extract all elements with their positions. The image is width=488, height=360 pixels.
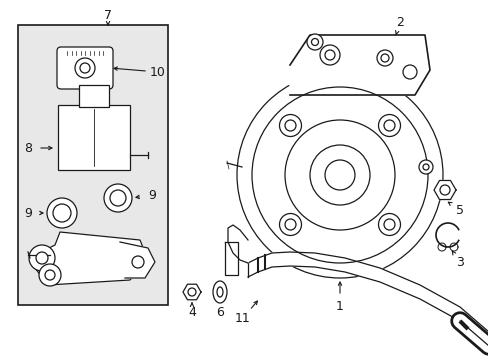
Text: 8: 8 [24, 141, 32, 154]
Text: 3: 3 [455, 256, 463, 269]
Text: 9: 9 [148, 189, 156, 202]
Circle shape [422, 164, 428, 170]
Circle shape [285, 219, 295, 230]
Ellipse shape [213, 281, 226, 303]
Text: 11: 11 [235, 311, 250, 324]
Circle shape [53, 204, 71, 222]
Circle shape [383, 219, 394, 230]
Circle shape [80, 63, 90, 73]
Text: 2: 2 [395, 15, 403, 28]
Circle shape [306, 34, 323, 50]
Text: 9: 9 [24, 207, 32, 220]
Circle shape [418, 160, 432, 174]
Text: 10: 10 [150, 66, 165, 78]
Polygon shape [35, 232, 148, 285]
Polygon shape [247, 252, 488, 346]
Circle shape [29, 245, 55, 271]
Circle shape [237, 72, 442, 278]
Circle shape [187, 288, 196, 296]
Circle shape [376, 50, 392, 66]
Bar [79, 85, 109, 107]
Circle shape [251, 87, 427, 263]
Polygon shape [120, 242, 155, 278]
Circle shape [45, 270, 55, 280]
Circle shape [132, 256, 143, 268]
Circle shape [325, 50, 334, 60]
Circle shape [75, 58, 95, 78]
Circle shape [378, 213, 400, 235]
Circle shape [380, 54, 388, 62]
Polygon shape [183, 284, 201, 300]
Circle shape [383, 120, 394, 131]
Polygon shape [433, 180, 455, 199]
Text: 7: 7 [104, 9, 112, 22]
Circle shape [39, 264, 61, 286]
Bar [58, 105, 130, 170]
Polygon shape [289, 35, 429, 95]
Circle shape [325, 160, 354, 190]
Circle shape [378, 114, 400, 136]
Circle shape [402, 65, 416, 79]
Circle shape [36, 252, 48, 264]
FancyBboxPatch shape [57, 47, 113, 89]
Text: 1: 1 [335, 300, 343, 312]
Circle shape [311, 39, 318, 45]
Text: 4: 4 [188, 306, 196, 320]
Circle shape [110, 190, 126, 206]
Circle shape [47, 198, 77, 228]
Polygon shape [227, 225, 247, 263]
Circle shape [285, 120, 295, 131]
Text: 5: 5 [455, 203, 463, 216]
Circle shape [319, 45, 339, 65]
Circle shape [285, 120, 394, 230]
Circle shape [279, 114, 301, 136]
Polygon shape [224, 242, 238, 275]
Ellipse shape [217, 287, 223, 297]
Circle shape [104, 184, 132, 212]
Text: 6: 6 [216, 306, 224, 320]
Bar [18, 25, 168, 305]
Circle shape [309, 145, 369, 205]
Circle shape [279, 213, 301, 235]
Circle shape [439, 185, 449, 195]
